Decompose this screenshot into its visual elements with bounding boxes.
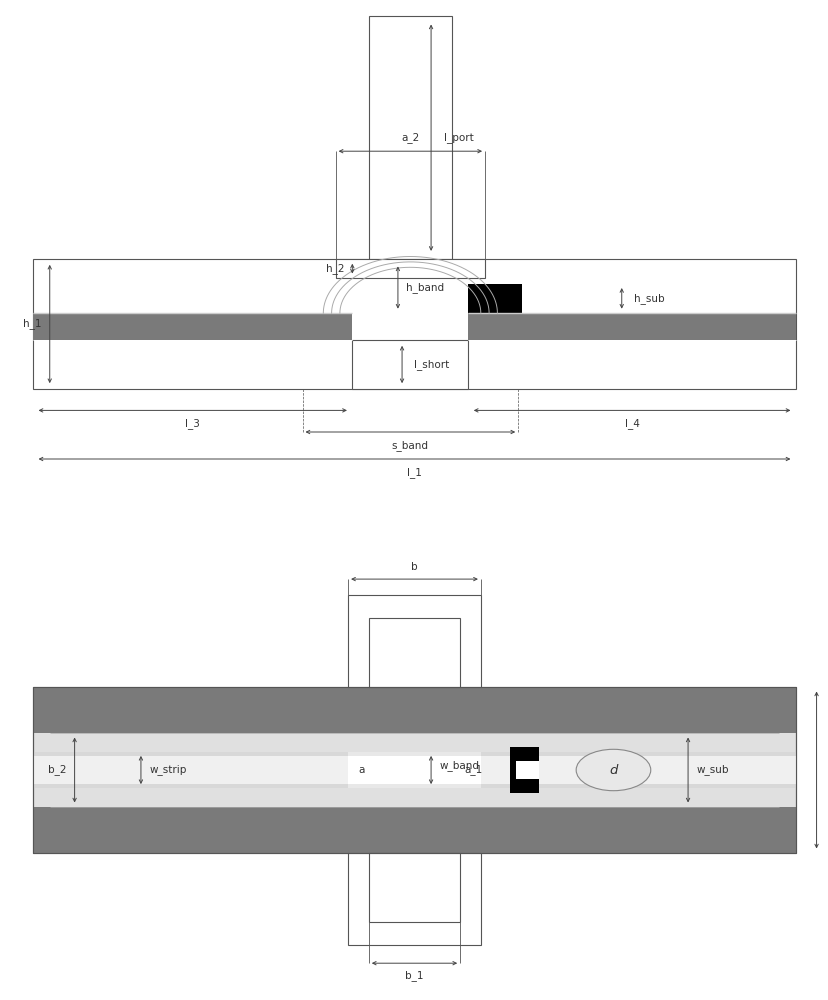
Bar bbox=[33, 687, 795, 733]
Text: h_2: h_2 bbox=[325, 263, 344, 274]
Ellipse shape bbox=[575, 749, 650, 791]
Text: h_band: h_band bbox=[406, 282, 444, 293]
Bar bbox=[368, 618, 460, 687]
Text: l_3: l_3 bbox=[185, 418, 200, 429]
Text: s_band: s_band bbox=[392, 440, 428, 451]
Text: w_strip: w_strip bbox=[149, 765, 186, 775]
Text: b: b bbox=[411, 562, 417, 572]
Bar bbox=[516, 761, 538, 779]
Text: w_sub: w_sub bbox=[696, 765, 728, 775]
Bar bbox=[509, 747, 538, 793]
Bar bbox=[348, 752, 480, 788]
Bar bbox=[33, 259, 795, 389]
Bar bbox=[33, 752, 795, 788]
Bar bbox=[33, 807, 795, 853]
Text: a_2: a_2 bbox=[401, 132, 419, 143]
Text: l_port: l_port bbox=[443, 132, 473, 143]
Bar bbox=[348, 756, 480, 784]
Text: w_band: w_band bbox=[439, 760, 479, 771]
Text: l_short: l_short bbox=[414, 359, 450, 370]
Bar bbox=[33, 756, 795, 784]
Text: b_1: b_1 bbox=[405, 970, 423, 981]
Text: h_1: h_1 bbox=[23, 319, 41, 329]
Text: l_4: l_4 bbox=[624, 418, 638, 429]
Text: h_sub: h_sub bbox=[633, 293, 664, 304]
Bar bbox=[368, 16, 451, 259]
Bar bbox=[468, 284, 522, 313]
Bar bbox=[368, 853, 460, 922]
Bar bbox=[33, 313, 352, 340]
Text: d: d bbox=[609, 764, 617, 776]
Bar bbox=[348, 853, 480, 945]
Text: a: a bbox=[358, 765, 364, 775]
Bar bbox=[33, 687, 795, 853]
Bar bbox=[468, 313, 795, 340]
Text: b_2: b_2 bbox=[48, 765, 66, 775]
Bar bbox=[33, 687, 795, 853]
Bar bbox=[348, 595, 480, 687]
Bar bbox=[352, 340, 468, 389]
Text: a_1: a_1 bbox=[464, 765, 482, 775]
Text: l_1: l_1 bbox=[407, 467, 421, 478]
Bar bbox=[335, 259, 484, 278]
